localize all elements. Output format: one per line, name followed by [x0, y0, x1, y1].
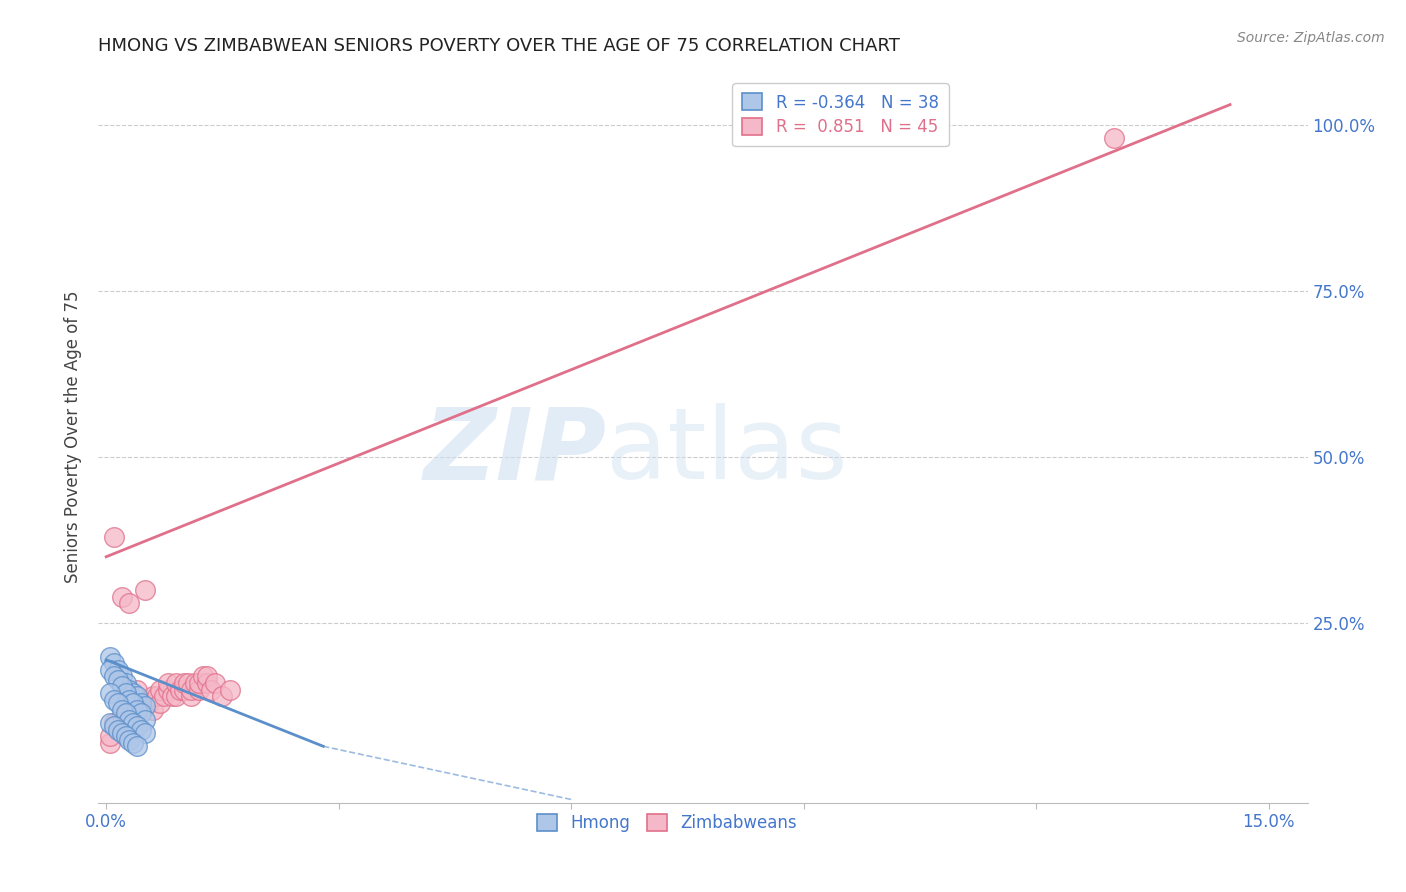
Point: [127, 703, 149, 717]
Point: [107, 723, 129, 737]
Point: [134, 726, 156, 740]
Point: [118, 716, 141, 731]
Point: [111, 669, 134, 683]
Point: [118, 692, 141, 706]
Point: [204, 676, 226, 690]
Point: [118, 596, 141, 610]
Point: [211, 690, 233, 704]
Point: [118, 682, 141, 697]
Point: [127, 719, 149, 733]
Point: [122, 709, 145, 723]
Point: [107, 663, 129, 677]
Point: [111, 709, 134, 723]
Point: [129, 703, 152, 717]
Point: [118, 713, 141, 727]
Point: [122, 686, 145, 700]
Point: [188, 682, 211, 697]
Point: [103, 719, 125, 733]
Point: [122, 736, 145, 750]
Point: [111, 703, 134, 717]
Point: [165, 676, 187, 690]
Point: [103, 669, 125, 683]
Text: HMONG VS ZIMBABWEAN SENIORS POVERTY OVER THE AGE OF 75 CORRELATION CHART: HMONG VS ZIMBABWEAN SENIORS POVERTY OVER…: [98, 37, 900, 54]
Point: [180, 682, 202, 697]
Point: [103, 656, 125, 670]
Point: [114, 686, 136, 700]
Point: [127, 682, 149, 697]
Point: [157, 676, 180, 690]
Point: [142, 703, 165, 717]
Point: [153, 690, 176, 704]
Point: [219, 682, 242, 697]
Point: [184, 676, 207, 690]
Point: [149, 696, 172, 710]
Point: [122, 696, 145, 710]
Point: [98, 686, 121, 700]
Point: [165, 690, 187, 704]
Point: [98, 736, 121, 750]
Point: [98, 663, 121, 677]
Point: [114, 716, 136, 731]
Point: [138, 696, 160, 710]
Point: [173, 676, 195, 690]
Point: [145, 690, 167, 704]
Point: [134, 713, 156, 727]
Point: [98, 716, 121, 731]
Point: [180, 690, 202, 704]
Point: [142, 690, 165, 704]
Point: [195, 676, 218, 690]
Text: Source: ZipAtlas.com: Source: ZipAtlas.com: [1237, 31, 1385, 45]
Point: [111, 590, 134, 604]
Point: [134, 699, 156, 714]
Point: [160, 690, 183, 704]
Legend: Hmong, Zimbabweans: Hmong, Zimbabweans: [530, 807, 803, 838]
Point: [98, 729, 121, 743]
Point: [200, 682, 222, 697]
Point: [107, 673, 129, 687]
Point: [134, 696, 156, 710]
Point: [98, 649, 121, 664]
Point: [122, 716, 145, 731]
Point: [107, 696, 129, 710]
Point: [107, 723, 129, 737]
Point: [127, 703, 149, 717]
Point: [114, 706, 136, 720]
Point: [134, 582, 156, 597]
Point: [157, 682, 180, 697]
Point: [188, 676, 211, 690]
Point: [103, 530, 125, 544]
Text: atlas: atlas: [606, 403, 848, 500]
Point: [103, 716, 125, 731]
Point: [103, 692, 125, 706]
Point: [111, 680, 134, 694]
Y-axis label: Seniors Poverty Over the Age of 75: Seniors Poverty Over the Age of 75: [65, 291, 83, 583]
Point: [1102, 131, 1125, 145]
Point: [114, 729, 136, 743]
Point: [127, 739, 149, 754]
Point: [176, 676, 198, 690]
Point: [191, 669, 214, 683]
Point: [149, 682, 172, 697]
Point: [127, 690, 149, 704]
Point: [173, 682, 195, 697]
Point: [129, 723, 152, 737]
Point: [129, 706, 152, 720]
Point: [118, 732, 141, 747]
Text: ZIP: ZIP: [423, 403, 606, 500]
Point: [129, 696, 152, 710]
Point: [114, 676, 136, 690]
Point: [111, 726, 134, 740]
Point: [195, 669, 218, 683]
Point: [169, 682, 191, 697]
